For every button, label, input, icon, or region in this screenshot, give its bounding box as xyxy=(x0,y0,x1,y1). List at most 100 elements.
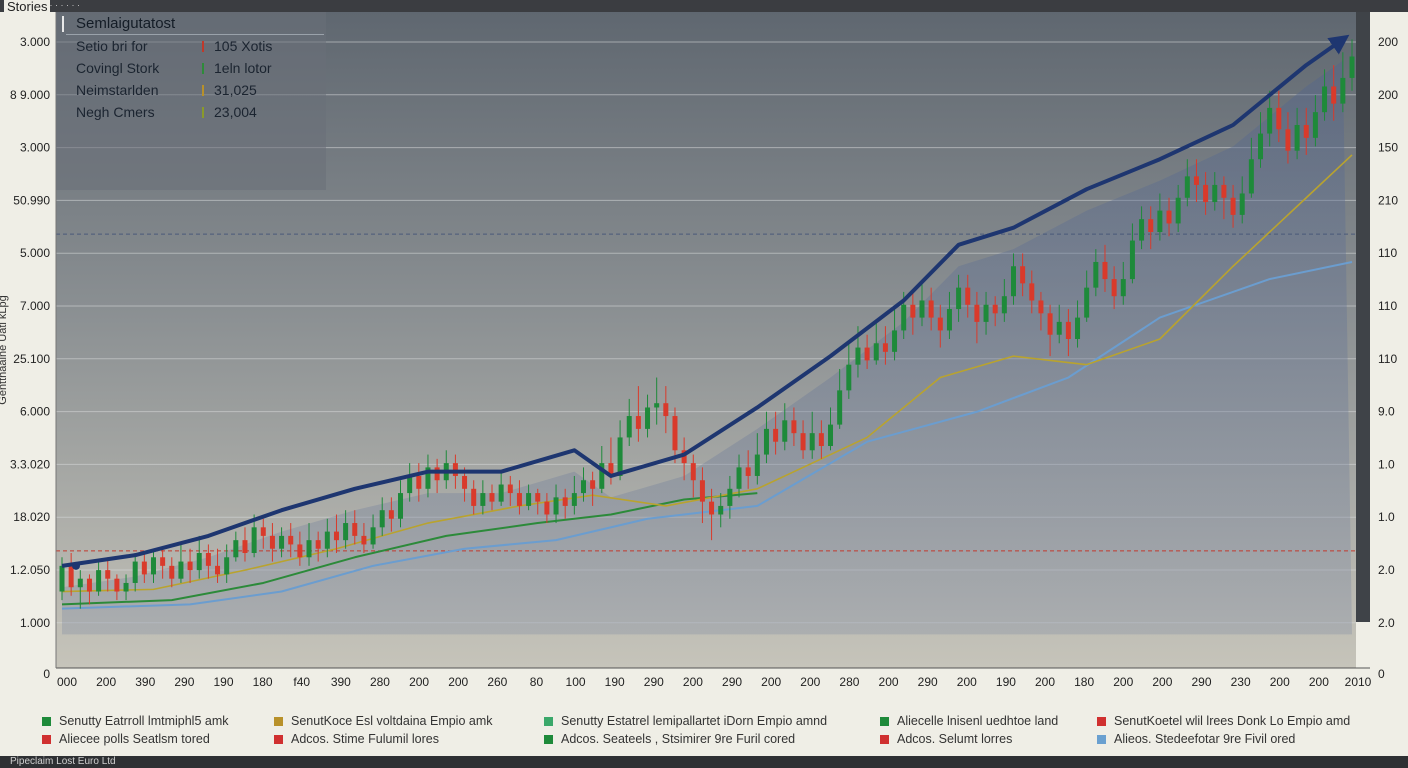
candle-up xyxy=(1258,133,1264,160)
candle-up xyxy=(983,304,989,322)
candle-down xyxy=(544,501,550,515)
x-tick-label: 180 xyxy=(1074,675,1094,689)
candle-up xyxy=(1001,296,1007,314)
legend-swatch xyxy=(1097,716,1106,726)
candle-up xyxy=(150,557,156,575)
x-tick-label: 200 xyxy=(448,675,468,689)
right-dark-strip xyxy=(1356,12,1370,622)
candle-up xyxy=(1056,321,1062,335)
candle-up xyxy=(763,428,769,455)
candle-up xyxy=(828,424,834,446)
candle-up xyxy=(837,390,843,425)
legend-swatch xyxy=(274,734,283,744)
x-tick-label: 390 xyxy=(331,675,351,689)
candle-down xyxy=(992,304,998,314)
candle-down xyxy=(1148,219,1154,232)
candle-up xyxy=(580,480,586,494)
info-row-value: 1eln lotor xyxy=(214,60,272,76)
candle-down xyxy=(690,463,696,481)
left-tick-label: 1.000 xyxy=(20,616,50,630)
candle-down xyxy=(242,540,248,553)
candle-up xyxy=(407,475,413,494)
candle-down xyxy=(965,287,971,305)
legend-label: Senutty Estatrel lemipallartet iDorn Emp… xyxy=(561,714,828,728)
legend-label: Aliecelle lnisenl uedhtoe land xyxy=(897,714,1059,728)
candle-down xyxy=(187,561,193,571)
candle-up xyxy=(370,527,376,545)
candle-up xyxy=(59,565,65,592)
candle-down xyxy=(516,493,522,506)
legend: Senutty Eatrroll lmtmiphl5 amk SenutKoce … xyxy=(0,708,1408,756)
legend-item: Senutty Estatrel lemipallartet iDorn Emp… xyxy=(544,713,827,729)
right-tick-label: 1.0 xyxy=(1378,457,1395,471)
candle-up xyxy=(1157,210,1163,232)
candle-up xyxy=(599,463,605,489)
candle-down xyxy=(672,416,678,451)
candle-up xyxy=(1093,261,1099,288)
x-tick-label: 230 xyxy=(1231,675,1251,689)
info-panel-title: Semlaigutatost xyxy=(76,15,176,32)
trend-polyline xyxy=(61,34,1350,568)
candle-down xyxy=(205,553,211,566)
info-row-label: Neimstarlden xyxy=(76,82,158,98)
x-tick-label: 190 xyxy=(996,675,1016,689)
info-panel: Semlaigutatost xyxy=(56,12,326,190)
info-row-marker xyxy=(202,85,204,96)
info-rows: Setio bri for 105 Xotis Covingl Stork 1eln … xyxy=(76,38,272,120)
candle-down xyxy=(388,510,394,519)
candle-up xyxy=(654,403,660,408)
candle-up xyxy=(526,493,532,506)
candle-up xyxy=(77,578,83,588)
candle-down xyxy=(352,523,358,536)
candle-down xyxy=(68,565,74,588)
candle-down xyxy=(1047,313,1053,335)
x-tick-label: 290 xyxy=(918,675,938,689)
info-row-value: 105 Xotis xyxy=(214,38,272,54)
legend-item: SenutKoetel wlil lrees Donk Lo Empio amd xyxy=(1097,713,1350,729)
candle-down xyxy=(297,544,303,558)
candle-down xyxy=(864,347,870,361)
candle-down xyxy=(635,416,641,429)
candle-up xyxy=(1010,266,1016,297)
candle-up xyxy=(324,531,330,549)
candle-down xyxy=(1020,266,1026,284)
candle-up xyxy=(132,561,138,583)
legend-label: Adcos. Seateels , Stsimirer 9re Furil co… xyxy=(561,732,796,746)
trend-area xyxy=(62,60,1352,635)
right-tick-label: 1.0 xyxy=(1378,510,1395,524)
legend-label: SenutKoetel wlil lrees Donk Lo Empio amd xyxy=(1114,714,1351,728)
candle-up xyxy=(626,416,632,438)
candle-up xyxy=(1139,219,1145,241)
candle-down xyxy=(818,433,824,446)
x-tick-label: 80 xyxy=(530,675,544,689)
info-row-label: Negh Cmers xyxy=(76,104,155,120)
candle-up xyxy=(398,493,404,519)
candle-down xyxy=(361,535,367,545)
legend-swatch xyxy=(544,716,553,726)
candle-up xyxy=(846,364,852,391)
candle-down xyxy=(663,403,669,417)
x-tick-label: 200 xyxy=(1152,675,1172,689)
x-tick-label: 200 xyxy=(1113,675,1133,689)
right-tick-label: 9.0 xyxy=(1378,405,1395,419)
candle-up xyxy=(617,437,623,476)
candle-down xyxy=(1331,86,1337,104)
right-axis: 200 200 150 210 110 110 110 9.0 1.0 1.0 2.0 2.0 0 xyxy=(1378,35,1398,681)
candle-down xyxy=(910,304,916,318)
candle-up xyxy=(946,309,952,331)
candle-up xyxy=(727,488,733,506)
right-tick-label: 110 xyxy=(1378,352,1397,366)
candle-up xyxy=(1129,240,1135,280)
x-tick-label: 200 xyxy=(96,675,116,689)
candle-up xyxy=(645,407,651,429)
candle-down xyxy=(937,317,943,331)
candle-up xyxy=(1349,56,1355,78)
candle-up xyxy=(1239,193,1245,215)
right-tick-label: 110 xyxy=(1378,299,1397,313)
candle-up xyxy=(1120,279,1126,297)
candle-down xyxy=(1193,176,1199,185)
candle-up xyxy=(1075,317,1081,339)
legend-label: Adcos. Selumt lorres xyxy=(897,732,1013,746)
chart-title: Stories xyxy=(4,0,51,13)
x-tick-label: 200 xyxy=(683,675,703,689)
